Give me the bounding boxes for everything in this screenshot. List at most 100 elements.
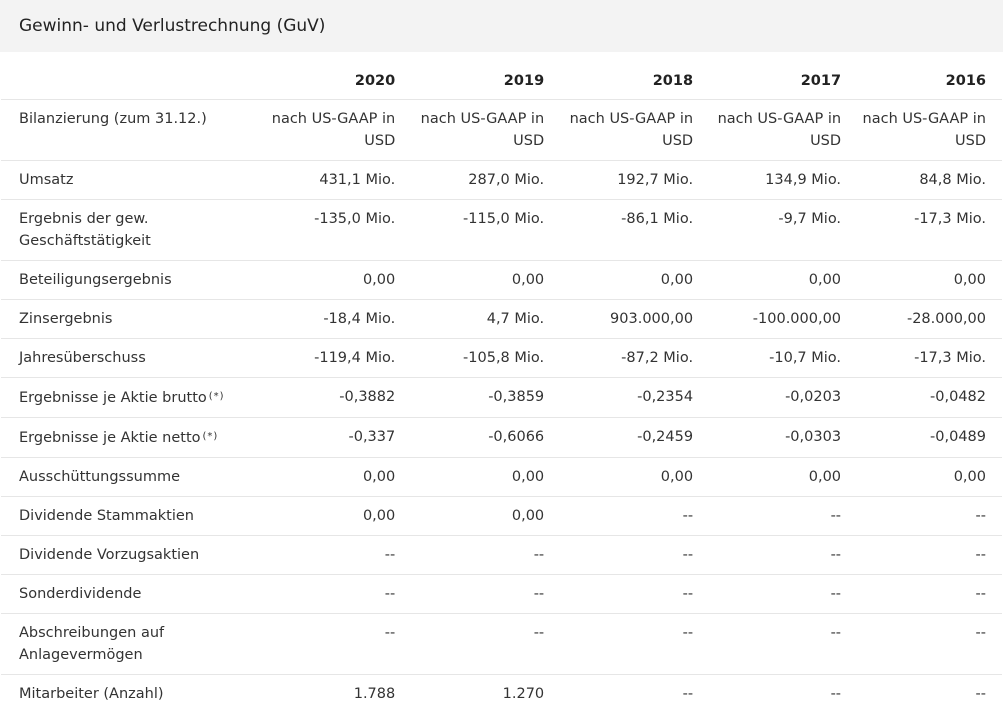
value-cell: -- [405,614,554,675]
section-title: Gewinn- und Verlustrechnung (GuV) [19,16,325,36]
row-label-text: Ergebnisse je Aktie netto [19,430,201,446]
value-cell: -- [855,614,1002,675]
value-cell: -- [405,575,554,614]
value-cell: 84,8 Mio. [855,161,1002,200]
row-label-text: Umsatz [19,172,73,188]
value-cell: nach US-GAAP in USD [405,100,554,161]
value-cell: -9,7 Mio. [703,200,855,261]
row-label: Mitarbeiter (Anzahl) [1,675,266,713]
value-cell: 4,7 Mio. [405,300,554,339]
row-label: Dividende Stammaktien [1,497,266,536]
value-cell: 0,00 [405,261,554,300]
row-label: Umsatz [1,161,266,200]
row-label-text: Jahresüberschuss [19,350,146,366]
value-cell: -- [266,536,405,575]
row-label-text: Ergebnisse je Aktie brutto [19,390,207,406]
table-row: Ergebnisse je Aktie brutto(*)-0,3882-0,3… [1,378,1002,418]
value-cell: -87,2 Mio. [554,339,703,378]
value-cell: nach US-GAAP in USD [855,100,1002,161]
value-cell: 0,00 [855,261,1002,300]
value-cell: -0,3859 [405,378,554,418]
value-cell: 287,0 Mio. [405,161,554,200]
row-label: Dividende Vorzugsaktien [1,536,266,575]
year-header: 2018 [554,52,703,100]
value-cell: 0,00 [855,458,1002,497]
value-cell: -28.000,00 [855,300,1002,339]
footnote-marker: (*) [203,431,219,442]
year-header: 2020 [266,52,405,100]
value-cell: -0,6066 [405,418,554,458]
table-row: Bilanzierung (zum 31.12.) nach US-GAAP in… [1,100,1002,161]
row-label-text: Mitarbeiter (Anzahl) [19,686,164,702]
value-cell: -- [554,536,703,575]
value-cell: nach US-GAAP in USD [703,100,855,161]
value-cell: -0,3882 [266,378,405,418]
value-cell: -- [703,614,855,675]
table-row: Umsatz 431,1 Mio.287,0 Mio.192,7 Mio.134,… [1,161,1002,200]
value-cell: -- [855,497,1002,536]
table-row: Abschreibungen auf Anlagevermögen-------… [1,614,1002,675]
value-cell: -- [703,497,855,536]
value-cell: nach US-GAAP in USD [266,100,405,161]
value-cell: -119,4 Mio. [266,339,405,378]
value-cell: -0,0203 [703,378,855,418]
table-row: Dividende Vorzugsaktien---------- [1,536,1002,575]
value-cell: -105,8 Mio. [405,339,554,378]
year-header: 2016 [855,52,1002,100]
row-label: Ausschüttungssumme [1,458,266,497]
value-cell: -17,3 Mio. [855,339,1002,378]
row-label: Zinsergebnis [1,300,266,339]
value-cell: 0,00 [554,458,703,497]
value-cell: -- [554,675,703,713]
row-label-text: Zinsergebnis [19,311,112,327]
row-label: Ergebnisse je Aktie brutto(*) [1,378,266,418]
value-cell: 0,00 [703,261,855,300]
row-label-text: Sonderdividende [19,586,141,602]
row-label: Bilanzierung (zum 31.12.) [1,100,266,161]
value-cell: -- [554,575,703,614]
row-label: Ergebnisse je Aktie netto(*) [1,418,266,458]
table-row: Sonderdividende---------- [1,575,1002,614]
value-cell: 0,00 [266,261,405,300]
value-cell: -- [554,614,703,675]
value-cell: -100.000,00 [703,300,855,339]
section-header: Gewinn- und Verlustrechnung (GuV) [0,0,1003,52]
year-header: 2019 [405,52,554,100]
row-label-text: Ausschüttungssumme [19,469,180,485]
value-cell: -- [554,497,703,536]
row-label-text: Ergebnis der gew. Geschäftstätigkeit [19,211,151,249]
value-cell: -135,0 Mio. [266,200,405,261]
value-cell: -0,2354 [554,378,703,418]
row-label-text: Bilanzierung (zum 31.12.) [19,111,207,127]
row-label: Sonderdividende [1,575,266,614]
value-cell: nach US-GAAP in USD [554,100,703,161]
row-label-text: Abschreibungen auf Anlagevermögen [19,625,164,663]
value-cell: -18,4 Mio. [266,300,405,339]
row-label-text: Beteiligungsergebnis [19,272,172,288]
value-cell: -10,7 Mio. [703,339,855,378]
value-cell: 192,7 Mio. [554,161,703,200]
row-label: Abschreibungen auf Anlagevermögen [1,614,266,675]
value-cell: -0,0303 [703,418,855,458]
table-row: Jahresüberschuss -119,4 Mio.-105,8 Mio.-8… [1,339,1002,378]
year-header-row: 2020 2019 2018 2017 2016 [1,52,1002,100]
value-cell: -- [855,536,1002,575]
value-cell: -- [405,536,554,575]
value-cell: -- [855,575,1002,614]
table-row: Ergebnis der gew. Geschäftstätigkeit -135… [1,200,1002,261]
value-cell: -- [703,675,855,713]
value-cell: -- [266,575,405,614]
value-cell: 134,9 Mio. [703,161,855,200]
value-cell: 0,00 [405,497,554,536]
table-row: Zinsergebnis-18,4 Mio.4,7 Mio.903.000,00… [1,300,1002,339]
year-header: 2017 [703,52,855,100]
value-cell: 431,1 Mio. [266,161,405,200]
value-cell: -- [855,675,1002,713]
value-cell: -17,3 Mio. [855,200,1002,261]
row-label: Ergebnis der gew. Geschäftstätigkeit [1,200,266,261]
guv-table: 2020 2019 2018 2017 2016 Bilanzierung (z… [1,52,1002,713]
value-cell: 0,00 [266,497,405,536]
